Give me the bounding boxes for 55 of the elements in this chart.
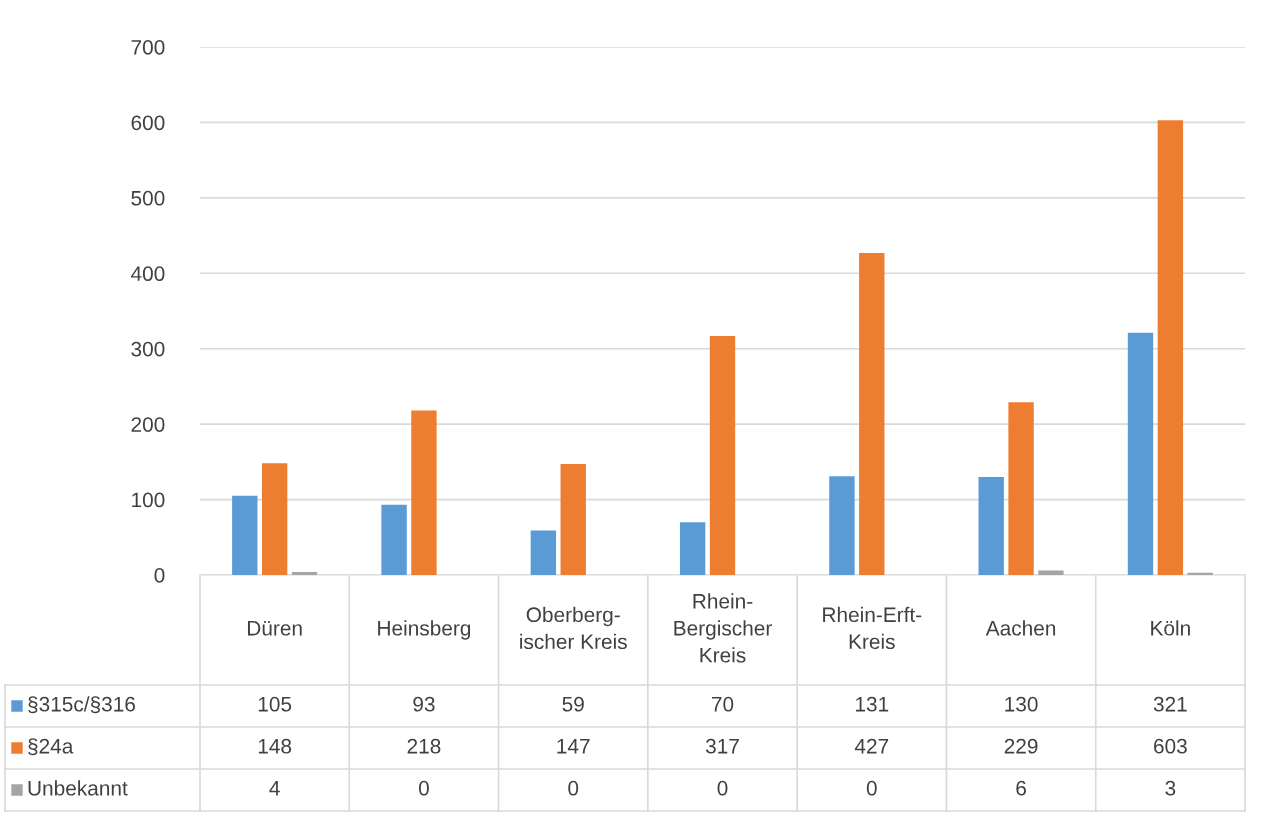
- y-tick-label: 0: [154, 568, 165, 583]
- data-label: 218: [407, 738, 441, 754]
- y-tick-label: 700: [131, 40, 165, 55]
- data-label: 4: [269, 781, 280, 796]
- bar: [978, 476, 1004, 575]
- data-label: 603: [1154, 738, 1187, 754]
- data-label: 131: [856, 696, 889, 712]
- data-label: 93: [413, 696, 435, 712]
- bar: [232, 495, 258, 575]
- bar: [1008, 402, 1034, 575]
- data-label: 0: [418, 780, 429, 796]
- data-label: 147: [557, 739, 590, 754]
- bar: [530, 530, 557, 575]
- bar: [411, 410, 437, 575]
- data-label: 317: [705, 738, 739, 754]
- data-label: 130: [1005, 696, 1038, 712]
- y-tick-label: 100: [132, 492, 165, 508]
- data-label: 0: [866, 780, 877, 796]
- bar: [560, 464, 586, 575]
- data-label: 0: [568, 780, 579, 796]
- bar: [679, 522, 706, 575]
- y-tick-label: 300: [131, 341, 165, 357]
- data-label: 70: [711, 696, 734, 712]
- x-tick-label: Köln: [1151, 620, 1190, 636]
- bar: [1038, 570, 1064, 575]
- legend-label: §24a: [28, 738, 74, 756]
- x-tick-label: Aachen: [985, 620, 1056, 636]
- x-tick-label: Rhein-Erft- Kreis: [823, 606, 922, 650]
- x-tick-label: Heinsberg: [378, 620, 471, 640]
- y-tick-label: 200: [131, 417, 165, 432]
- data-label: 6: [1016, 780, 1026, 796]
- y-tick-label: 600: [131, 115, 165, 131]
- data-label: 0: [717, 780, 728, 796]
- bar: [829, 476, 855, 575]
- bar: [261, 463, 288, 575]
- bar: [381, 504, 407, 575]
- y-tick-label: 400: [131, 266, 165, 282]
- data-label: 59: [562, 696, 584, 712]
- data-label: 229: [1004, 738, 1038, 754]
- legend-label: Unbekannt: [28, 780, 128, 796]
- y-tick-label: 500: [131, 190, 165, 206]
- bar: [291, 571, 318, 575]
- data-label: 3: [1165, 780, 1176, 796]
- bar: [709, 335, 736, 575]
- data-label: 427: [854, 738, 889, 754]
- bar: [1127, 332, 1154, 575]
- bar: [859, 252, 885, 575]
- x-tick-label: Rhein- Bergischer Kreis: [674, 593, 772, 663]
- data-label: 148: [258, 738, 292, 754]
- data-label: 105: [258, 696, 292, 712]
- x-tick-label: Oberberg- ischer Kreis: [520, 606, 627, 650]
- bar: [1157, 120, 1184, 575]
- legend-label: §315c/§316: [28, 696, 135, 714]
- data-label: 321: [1153, 696, 1187, 712]
- x-tick-label: Düren: [247, 621, 302, 636]
